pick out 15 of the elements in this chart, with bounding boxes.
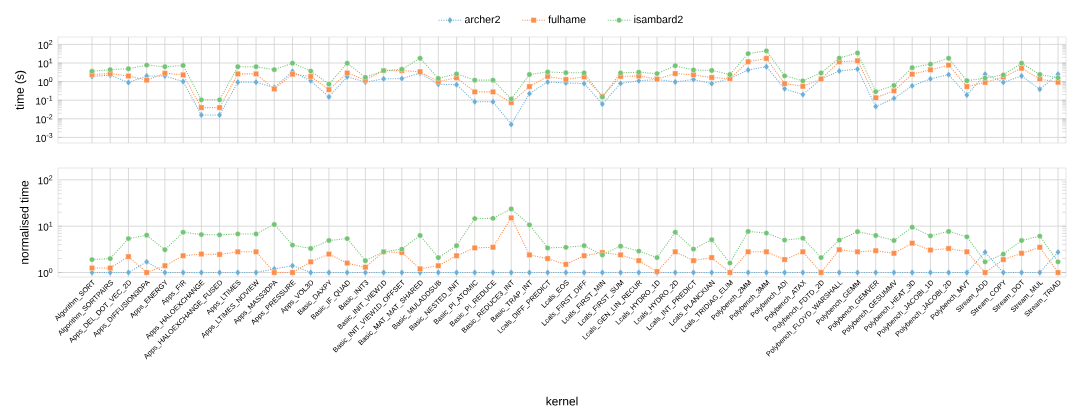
y-axis-title: time (s) [15, 70, 27, 110]
y-tick-label: 10$^{-3}$ [36, 132, 53, 142]
legend-label: archer2 [464, 15, 500, 24]
y-axis-title: normalised time [19, 180, 29, 264]
y-tick-label: 10$^{2}$ [38, 175, 53, 185]
y-tick-label: 10$^{0}$ [38, 268, 53, 277]
y-tick-label: 10$^{1}$ [38, 221, 53, 231]
y-tick-label: 10$^{-2}$ [36, 114, 53, 124]
legend-label: isambard2 [634, 15, 683, 24]
y-tick-label: 10$^{1}$ [38, 58, 53, 68]
y-tick-label: 10$^{0}$ [38, 77, 53, 87]
y-tick-label: 10$^{2}$ [38, 39, 53, 49]
legend-label: fulhame [548, 15, 586, 24]
x-axis-title: kernel [546, 396, 578, 406]
y-tick-label: 10$^{-1}$ [36, 95, 53, 105]
